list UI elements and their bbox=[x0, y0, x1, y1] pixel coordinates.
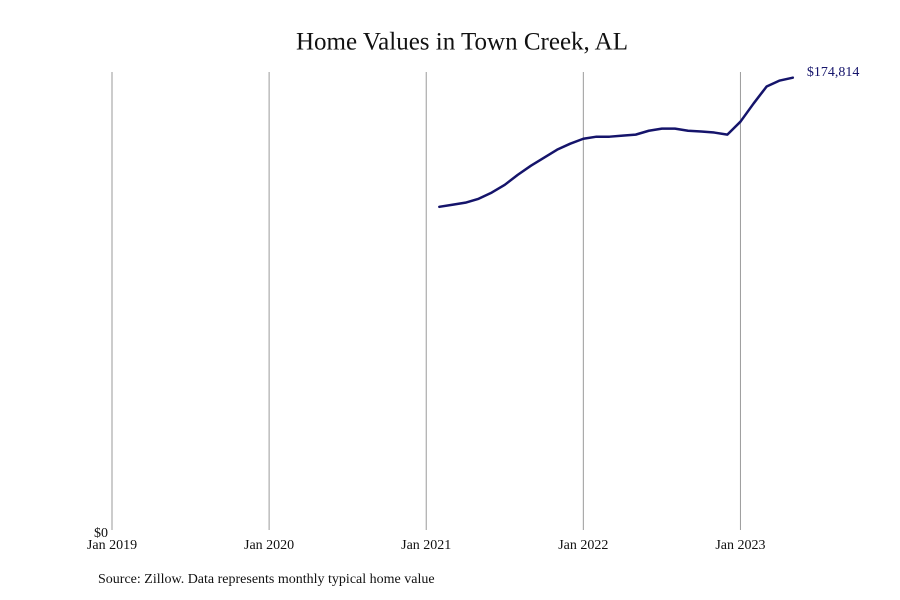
line-series bbox=[438, 76, 795, 209]
y-tick-label: $0 bbox=[94, 526, 108, 541]
x-tick-label: Jan 2022 bbox=[558, 538, 608, 553]
x-tick-label: Jan 2020 bbox=[244, 538, 294, 553]
x-tick-label: Jan 2019 bbox=[87, 538, 137, 553]
source-note: Source: Zillow. Data represents monthly … bbox=[98, 572, 435, 587]
chart-title: Home Values in Town Creek, AL bbox=[296, 29, 628, 56]
x-tick-label: Jan 2021 bbox=[401, 538, 451, 553]
x-tick-label: Jan 2023 bbox=[715, 538, 765, 553]
value-label: $174,814 bbox=[807, 65, 860, 80]
